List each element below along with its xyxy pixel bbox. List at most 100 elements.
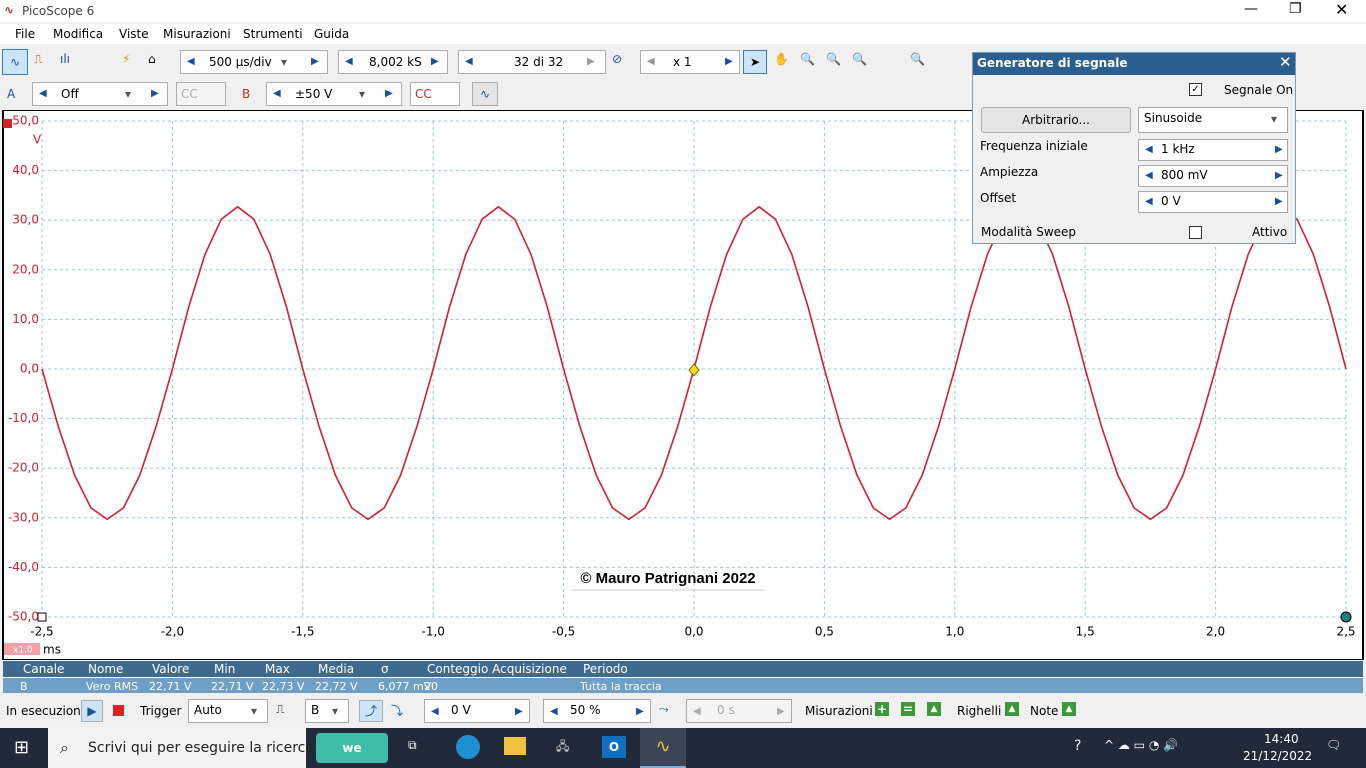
post-trigger[interactable]: ⤳ bbox=[659, 702, 669, 716]
maximize[interactable]: ❐ bbox=[1289, 1, 1302, 17]
persistence-mode[interactable]: ⎍ bbox=[34, 52, 43, 66]
start-button[interactable]: ▶ bbox=[81, 700, 103, 722]
zoom-fit[interactable]: 🔍 bbox=[910, 52, 925, 66]
network-app[interactable]: 🖧 bbox=[556, 739, 570, 753]
panel-header: Generatore di segnale ✕ bbox=[973, 53, 1295, 75]
scope-mode[interactable]: ∿ bbox=[2, 49, 28, 75]
pointer-tool[interactable]: ➤ bbox=[743, 50, 767, 74]
y-tick-label: 20,0 bbox=[12, 262, 39, 276]
signal-on-checkbox[interactable]: ✓ bbox=[1189, 83, 1202, 96]
zoom-out[interactable]: 🔍 bbox=[852, 52, 867, 66]
zoom-in[interactable]: 🔍 bbox=[826, 52, 841, 66]
waveform: Sinusoide bbox=[1144, 111, 1203, 125]
amp-label: Ampiezza bbox=[980, 165, 1039, 179]
buffer-control[interactable]: ◀ 32 di 32 ▶ bbox=[458, 50, 606, 74]
range: Off bbox=[61, 87, 79, 101]
explorer[interactable] bbox=[504, 737, 526, 755]
trigger-mode[interactable]: Auto ▾ bbox=[188, 699, 268, 723]
channel-a-label[interactable]: A bbox=[7, 87, 16, 101]
coupling: CC bbox=[181, 87, 198, 101]
value: 50 % bbox=[570, 703, 601, 717]
channel-b-range[interactable]: ◀ ±50 V ▾ ▶ bbox=[266, 82, 402, 106]
zoom: x 1 bbox=[673, 55, 692, 69]
timebase-control[interactable]: ◀ 500 µs/div ▾ ▶ bbox=[180, 50, 328, 74]
stop-button[interactable] bbox=[113, 705, 124, 716]
trigger-level[interactable]: ◀ 0 V ▶ bbox=[424, 699, 530, 723]
samples-control[interactable]: ◀ 8,002 kS ▶ bbox=[338, 50, 448, 74]
edit-measurement[interactable]: = bbox=[901, 702, 915, 716]
menu-item[interactable]: Guida bbox=[314, 27, 350, 41]
notifications[interactable]: 🗨 bbox=[1326, 738, 1342, 752]
sweep-checkbox[interactable] bbox=[1189, 226, 1202, 239]
x-tick-label: -1,0 bbox=[421, 625, 444, 639]
spectrum-mode[interactable]: ılı bbox=[60, 52, 71, 66]
app-we[interactable]: we bbox=[316, 733, 388, 763]
falling-edge[interactable]: ⤵ bbox=[391, 704, 404, 718]
trigger-edge[interactable]: ⎍ bbox=[276, 702, 285, 716]
default-setup[interactable]: ⌂ bbox=[148, 52, 156, 66]
run-state: In esecuzione bbox=[6, 704, 89, 718]
zoom-tool[interactable]: 🔍 bbox=[800, 52, 815, 66]
column-header: Nome bbox=[88, 662, 124, 676]
amp-field[interactable]: ◀ 800 mV ▶ bbox=[1138, 165, 1288, 187]
y-tick-label: 30,0 bbox=[12, 213, 39, 227]
hand-tool[interactable]: ✋ bbox=[774, 52, 789, 66]
value: Auto bbox=[194, 703, 222, 717]
channel-b-coupling[interactable]: CC bbox=[410, 82, 460, 106]
search-box[interactable]: ⌕ Scrivi qui per eseguire la ricerca bbox=[48, 728, 314, 768]
x-tick-label: 0,5 bbox=[815, 625, 834, 639]
menu-item[interactable]: Strumenti bbox=[243, 27, 303, 41]
rising-edge[interactable]: ⤴ bbox=[359, 700, 383, 722]
rulers-toggle[interactable]: ▲ bbox=[1005, 702, 1019, 716]
menu-bar: File Modifica Viste Misurazioni Strument… bbox=[0, 24, 1366, 44]
waveform-select[interactable]: Sinusoide ▾ bbox=[1138, 107, 1288, 133]
signal-generator-panel: Generatore di segnale ✕ ✓ Segnale On Arb… bbox=[972, 52, 1296, 244]
y-tick-label: 40,0 bbox=[12, 163, 39, 177]
coupling: CC bbox=[415, 87, 432, 101]
task-view[interactable]: ⧉ bbox=[408, 738, 417, 752]
cell: 22,71 V bbox=[149, 680, 192, 693]
offset-field[interactable]: ◀ 0 V ▶ bbox=[1138, 191, 1288, 213]
minimize[interactable]: — bbox=[1244, 1, 1258, 17]
auto-setup[interactable]: ⚡ bbox=[122, 52, 131, 66]
x-tick-label: -2,5 bbox=[30, 625, 53, 639]
outlook[interactable]: O bbox=[602, 736, 626, 758]
tray-icons[interactable]: ^ ☁ ▭ ◔ 🔊 bbox=[1104, 738, 1179, 752]
help[interactable]: ? bbox=[1074, 738, 1082, 754]
channel-b-label[interactable]: B bbox=[242, 87, 251, 101]
ruler-handle[interactable] bbox=[37, 612, 47, 622]
clock-time: 14:40 bbox=[1264, 732, 1299, 746]
freq: 1 kHz bbox=[1161, 142, 1195, 156]
channel-a-coupling[interactable]: CC bbox=[176, 82, 226, 106]
navigate[interactable]: ⊘ bbox=[612, 52, 623, 66]
menu-item[interactable]: File bbox=[15, 27, 36, 41]
notes-toggle[interactable]: ▲ bbox=[1062, 702, 1076, 716]
trigger-delay[interactable]: ◀ 0 s ▶ bbox=[686, 699, 792, 723]
menu-item[interactable]: Viste bbox=[119, 27, 149, 41]
close[interactable]: ✕ bbox=[1335, 0, 1349, 19]
rulers-label: Righelli bbox=[957, 704, 1002, 718]
panel-title: Generatore di segnale bbox=[977, 56, 1128, 70]
start[interactable]: ⊞ bbox=[14, 737, 30, 758]
value: B bbox=[311, 703, 320, 717]
arbitrary-button[interactable]: Arbitrario... bbox=[981, 107, 1131, 133]
x-tick-label: -0,5 bbox=[552, 625, 575, 639]
picoscope-task[interactable]: ∿ bbox=[640, 728, 686, 768]
channel-a-range[interactable]: ◀ Off ▾ ▶ bbox=[32, 82, 168, 106]
add-measurement[interactable]: + bbox=[875, 702, 889, 716]
edge[interactable] bbox=[456, 735, 480, 759]
math-channels[interactable]: ∿ bbox=[472, 82, 498, 106]
menu-item[interactable]: Misurazioni bbox=[163, 27, 231, 41]
freq-field[interactable]: ◀ 1 kHz ▶ bbox=[1138, 139, 1288, 161]
ruler-handle[interactable] bbox=[1340, 611, 1352, 623]
y-tick-label: -20,0 bbox=[8, 461, 39, 475]
remove-measurement[interactable]: ▲ bbox=[927, 702, 941, 716]
menu-item[interactable]: Modifica bbox=[53, 27, 104, 41]
channel-b-marker bbox=[3, 119, 12, 128]
panel-close[interactable]: ✕ bbox=[1279, 53, 1292, 71]
table-row[interactable]: B Vero RMS 22,71 V 22,71 V 22,73 V 22,72… bbox=[3, 678, 1363, 693]
trigger-channel[interactable]: B ▾ bbox=[305, 699, 349, 723]
pretrigger[interactable]: ◀ 50 % ▶ bbox=[543, 699, 651, 723]
zoom-control[interactable]: ◀ x 1 ▶ bbox=[640, 50, 740, 74]
